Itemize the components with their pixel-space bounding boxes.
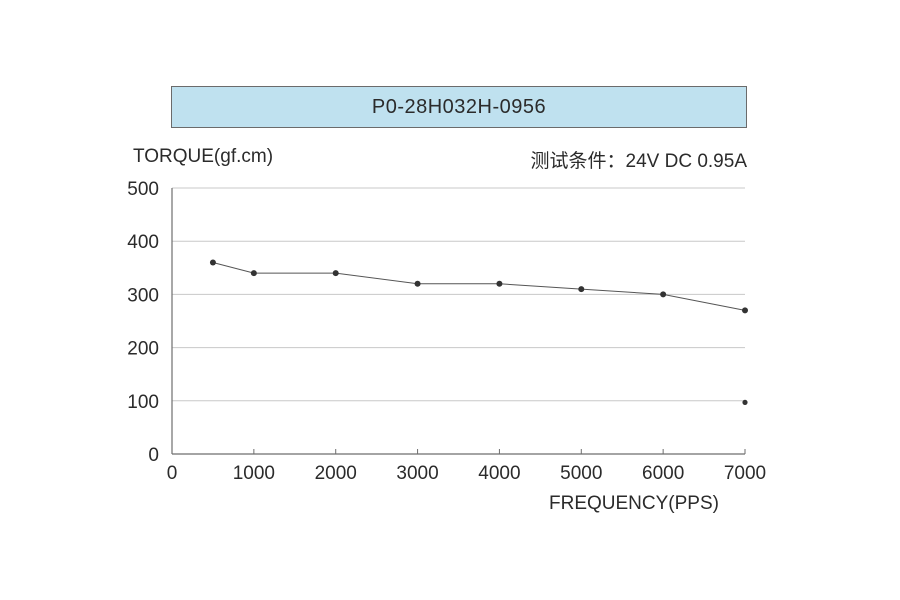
model-title-banner: P0-28H032H-0956	[171, 86, 747, 128]
x-tick-label-7000: 7000	[724, 463, 766, 484]
chart-title: P0-28H032H-0956	[371, 95, 547, 118]
x-tick-label-4000: 4000	[478, 463, 520, 484]
x-axis-label: FREQUENCY(PPS)	[549, 493, 719, 514]
y-tick-label-100: 100	[127, 392, 159, 413]
x-tick-label-2000: 2000	[315, 463, 357, 484]
data-point-6000	[660, 291, 667, 298]
torque-curve-line	[212, 261, 746, 311]
isolated-data-point-7000	[742, 399, 748, 405]
data-point-4000	[496, 280, 503, 287]
y-axis-label: TORQUE(gf.cm)	[133, 146, 274, 167]
data-point-3000	[414, 280, 421, 287]
data-point-500	[209, 259, 216, 266]
data-point-1000	[250, 270, 257, 277]
axes	[171, 188, 746, 455]
x-tick-label-3000: 3000	[396, 463, 438, 484]
y-tick-label-400: 400	[127, 232, 159, 253]
x-tick-label-0: 0	[167, 463, 178, 484]
grid-lines	[172, 187, 745, 402]
data-point-7000	[742, 307, 748, 314]
x-tick-label-5000: 5000	[560, 463, 602, 484]
y-tick-label-200: 200	[127, 339, 159, 360]
series	[209, 259, 748, 405]
y-tick-label-0: 0	[148, 445, 159, 466]
y-tick-label-300: 300	[127, 285, 159, 306]
data-point-2000	[332, 270, 339, 277]
y-tick-label-500: 500	[127, 179, 159, 200]
x-tick-label-1000: 1000	[233, 463, 275, 484]
data-point-5000	[578, 286, 585, 293]
x-tick-label-6000: 6000	[642, 463, 684, 484]
test-condition-label: 测试条件：24V DC 0.95A	[530, 151, 747, 172]
